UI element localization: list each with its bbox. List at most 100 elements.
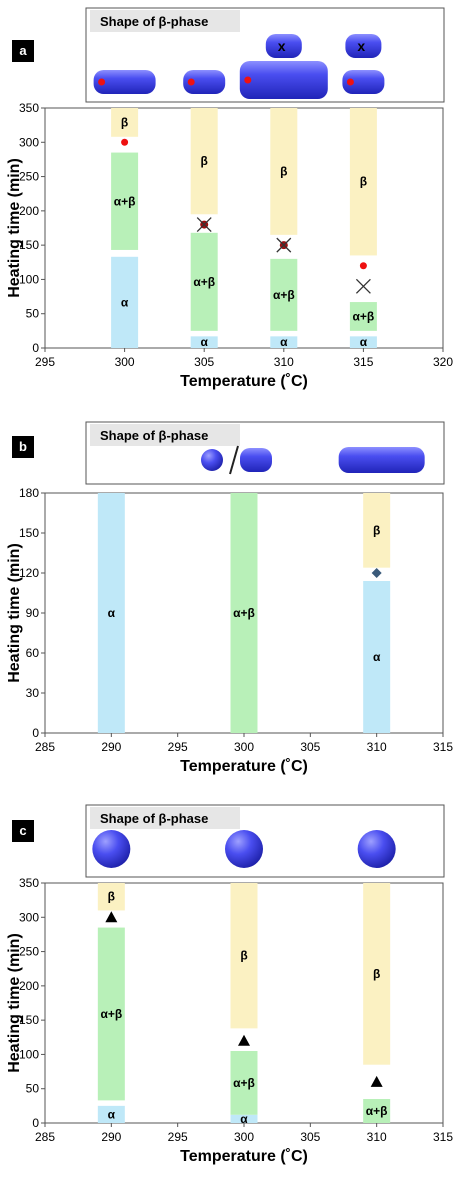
panel-label: b — [19, 439, 27, 454]
phase-label: α+β — [193, 275, 215, 289]
x-tick-label: 315 — [433, 740, 453, 754]
phase-bar-alpha — [111, 256, 139, 348]
panel-a: Shape of β-phase a x x α α+β β α α+β β α α+β β α α+β β 0… — [6, 7, 453, 390]
phase-label: α — [280, 335, 288, 349]
red-dot-mark — [98, 78, 106, 86]
y-tick-label: 0 — [32, 1116, 39, 1130]
marker-triangle — [105, 911, 118, 923]
x-tick-label: 285 — [35, 740, 55, 754]
panel-c: Shape of β-phase c α α+β β α α+β β α+β β 0 50 100 150… — [6, 804, 453, 1165]
phase-label: α+β — [273, 288, 295, 302]
phase-label: β — [240, 949, 247, 963]
y-tick-label: 100 — [19, 272, 39, 286]
marker-cross — [196, 217, 212, 233]
y-tick-label: 200 — [19, 204, 39, 218]
shape-title: Shape of β-phase — [100, 14, 208, 29]
phase-bar-beta — [349, 108, 377, 256]
x-tick-label: 305 — [300, 1130, 320, 1144]
panel-badge — [12, 40, 34, 62]
y-tick-label: 150 — [19, 238, 39, 252]
marker-triangle — [238, 1034, 250, 1046]
beta-rod-shape — [93, 70, 156, 94]
phase-bar-beta — [270, 108, 298, 235]
x-tick-label: 290 — [101, 1130, 121, 1144]
x-tick-label: 300 — [115, 355, 135, 369]
x-tick-label: 315 — [353, 355, 373, 369]
plot-area — [44, 107, 444, 349]
x-tick-label: 290 — [101, 740, 121, 754]
phase-label: β — [108, 890, 115, 904]
phase-bar-beta — [190, 108, 218, 215]
y-tick-label: 350 — [19, 876, 39, 890]
phase-bar-alpha_beta — [270, 258, 298, 331]
x-tick-label: 315 — [433, 1130, 453, 1144]
y-tick-label: 250 — [19, 170, 39, 184]
x-tick-label: 310 — [274, 355, 294, 369]
phase-label: β — [373, 967, 380, 981]
phase-label: α+β — [233, 606, 255, 620]
marker-cross — [355, 278, 371, 294]
beta-sphere-shape — [357, 830, 396, 868]
phase-bar-beta — [111, 108, 139, 137]
y-tick-label: 150 — [19, 526, 39, 540]
phase-bar-beta — [363, 493, 391, 568]
phase-label: α+β — [353, 309, 375, 323]
y-tick-label: 150 — [19, 1013, 39, 1027]
y-tick-label: 350 — [19, 101, 39, 115]
x-axis-title: Temperature (˚C) — [180, 758, 308, 775]
phase-label: α+β — [233, 1076, 255, 1090]
marker-dot — [359, 262, 367, 270]
phase-label: α+β — [366, 1104, 388, 1118]
shape-title-bg — [90, 10, 240, 32]
phase-label: α — [201, 335, 209, 349]
x-tick-label: 295 — [35, 355, 55, 369]
y-tick-label: 300 — [19, 135, 39, 149]
beta-rod-shape — [265, 34, 302, 58]
phase-bar-alpha_beta — [363, 1099, 391, 1123]
x-tick-label: 295 — [168, 740, 188, 754]
beta-rod-shape — [183, 70, 226, 94]
beta-rod-shape — [338, 447, 425, 473]
phase-bar-alpha_beta — [230, 1051, 258, 1115]
y-tick-label: 0 — [32, 726, 39, 740]
red-dot-mark — [244, 76, 252, 84]
phase-bar-alpha — [230, 1114, 258, 1123]
x-tick-label: 310 — [367, 740, 387, 754]
y-tick-label: 200 — [19, 979, 39, 993]
phase-label: α+β — [114, 194, 136, 208]
beta-rod-shape — [345, 34, 382, 58]
phase-label: α — [108, 1107, 116, 1121]
phase-bar-alpha — [363, 581, 391, 733]
x-tick-label: 310 — [367, 1130, 387, 1144]
phase-bar-alpha_beta — [190, 232, 218, 331]
phase-bar-alpha — [270, 336, 298, 348]
beta-rod-shape — [239, 61, 328, 99]
beta-sphere-shape — [92, 830, 131, 868]
phase-label: β — [121, 115, 128, 129]
shape-title-bg — [90, 807, 240, 829]
x-axis-title: Temperature (˚C) — [180, 373, 308, 390]
phase-bar-beta — [363, 883, 391, 1065]
red-dot-mark — [346, 78, 354, 86]
x-mark: x — [357, 38, 365, 54]
x-tick-label: 305 — [194, 355, 214, 369]
panel-label: a — [19, 43, 27, 58]
y-tick-label: 0 — [32, 341, 39, 355]
x-axis-title: Temperature (˚C) — [180, 1148, 308, 1165]
y-tick-label: 90 — [26, 606, 40, 620]
phase-bar-alpha_beta — [97, 927, 125, 1101]
y-tick-label: 50 — [26, 1082, 40, 1096]
panel-label: c — [19, 823, 26, 838]
y-tick-label: 50 — [26, 307, 40, 321]
y-axis-title: Heating time (min) — [6, 543, 23, 683]
marker-triangle — [370, 1075, 383, 1087]
y-axis-title: Heating time (min) — [6, 158, 23, 298]
y-tick-label: 250 — [19, 945, 39, 959]
phase-label: β — [360, 175, 367, 189]
phase-bar-alpha — [349, 336, 377, 348]
y-tick-label: 180 — [19, 486, 39, 500]
phase-bar-alpha — [190, 336, 218, 348]
beta-rod-shape — [240, 448, 272, 472]
y-tick-label: 60 — [26, 646, 40, 660]
phase-bar-beta — [230, 883, 258, 1029]
